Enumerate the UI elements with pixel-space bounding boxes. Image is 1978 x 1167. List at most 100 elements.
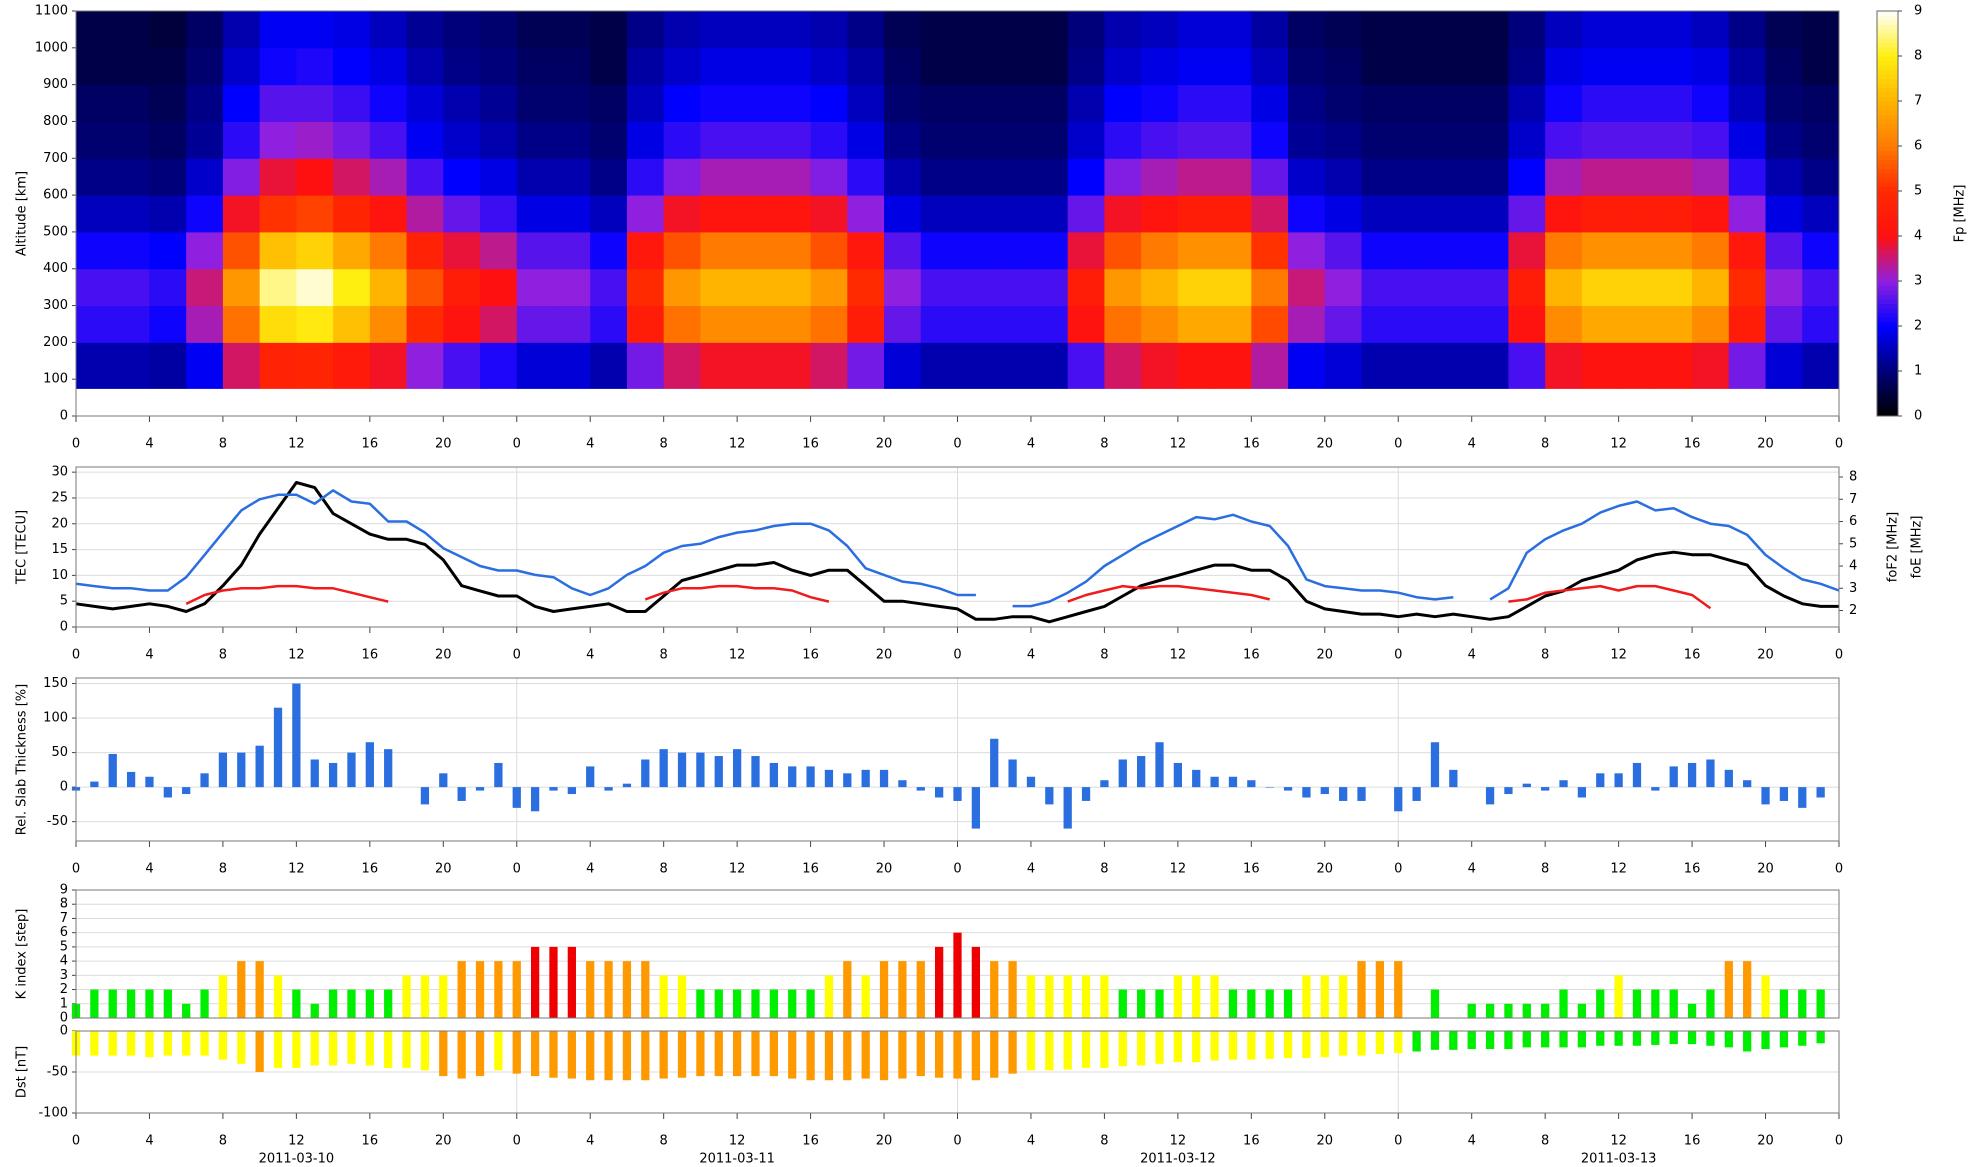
y-tick-label: 500 <box>43 224 68 239</box>
y-tick-label: 9 <box>60 883 68 898</box>
colorbar-tick-label: 4 <box>1914 229 1922 244</box>
bar <box>1265 787 1274 788</box>
heat-cell <box>1361 11 1399 49</box>
heat-cell <box>406 84 444 122</box>
colorbar-segment <box>1877 308 1898 313</box>
colorbar-segment <box>1877 375 1898 381</box>
heat-cell <box>149 47 187 86</box>
colorbar-segment <box>1877 83 1898 88</box>
bar <box>751 989 760 1018</box>
bar <box>677 975 687 1018</box>
heat-cell <box>626 195 665 233</box>
bar <box>255 1031 264 1072</box>
bar <box>1779 1031 1789 1048</box>
heat-cell <box>296 231 334 270</box>
heat-cell <box>700 195 738 233</box>
bar <box>824 769 834 788</box>
colorbar-segment <box>1877 294 1898 300</box>
heat-cell <box>1067 158 1105 196</box>
bar <box>879 961 889 1018</box>
bar <box>1247 1031 1256 1060</box>
colorbar-tick-label: 5 <box>1914 184 1922 199</box>
y-tick-label: 6 <box>60 925 68 940</box>
x-tick-label: 20 <box>876 437 893 452</box>
heat-cell <box>222 47 261 86</box>
colorbar-segment <box>1877 267 1898 273</box>
heat-cell <box>700 305 738 343</box>
bar <box>200 989 209 1018</box>
heat-cell <box>1398 11 1436 49</box>
heat-cell <box>920 158 958 196</box>
heat-cell <box>1288 342 1326 389</box>
bar <box>1081 1031 1091 1068</box>
y-tick-label: 1100 <box>35 4 68 19</box>
heat-cell <box>1104 84 1142 122</box>
bar <box>1302 787 1311 798</box>
heat-cell <box>296 305 334 343</box>
colorbar-segment <box>1877 326 1898 331</box>
bar <box>1724 769 1733 788</box>
heat-cell <box>663 158 701 196</box>
y-tick-label: 150 <box>43 676 68 691</box>
heat-cell <box>590 195 628 233</box>
bar <box>292 683 301 788</box>
x-tick-label: 12 <box>1170 437 1187 452</box>
bar <box>1632 989 1642 1018</box>
heat-cell <box>259 47 297 86</box>
heat-cell <box>1581 195 1620 233</box>
x-tick-label: 8 <box>219 1134 227 1149</box>
heat-cell <box>1324 342 1363 389</box>
y-axis-label: TEC [TECU] <box>15 510 30 585</box>
heat-cell <box>1728 231 1767 270</box>
heat-cell <box>1214 11 1252 49</box>
bar <box>659 1031 668 1079</box>
heat-cell <box>773 342 812 389</box>
bar <box>641 759 650 788</box>
bar <box>1320 1031 1329 1058</box>
x-tick-label: 0 <box>72 862 80 877</box>
x-tick-label: 20 <box>876 1134 893 1149</box>
heat-cell <box>1692 231 1730 270</box>
heat-cell <box>663 121 701 159</box>
bar <box>1816 787 1825 798</box>
x-tick-label: 8 <box>1541 1134 1549 1149</box>
bar <box>1614 975 1623 1018</box>
heat-cell <box>1398 195 1436 233</box>
x-tick-label: 20 <box>1317 862 1334 877</box>
heat-cell <box>186 195 224 233</box>
heat-cell <box>1765 11 1803 49</box>
bar <box>384 749 393 788</box>
heat-cell <box>1655 268 1693 307</box>
bar <box>1026 975 1036 1018</box>
bar <box>1669 1031 1678 1045</box>
x-tick-label: 0 <box>1394 1134 1402 1149</box>
bar <box>90 989 99 1018</box>
heat-cell <box>737 342 775 389</box>
colorbar-segment <box>1877 366 1898 372</box>
heat-cell <box>626 47 665 86</box>
x-tick-label: 8 <box>219 437 227 452</box>
y-tick-label: 3 <box>60 968 68 983</box>
heat-cell <box>76 121 114 159</box>
colorbar-segment <box>1877 384 1898 390</box>
heat-cell <box>1581 47 1620 86</box>
heat-cell <box>186 305 224 343</box>
date-label: 2011-03-10 <box>259 1152 335 1167</box>
heat-cell <box>516 158 554 196</box>
heat-cell <box>112 268 150 307</box>
x-tick-label: 8 <box>660 1134 668 1149</box>
bar <box>90 1031 99 1056</box>
heat-cell <box>810 158 848 196</box>
bar <box>696 989 705 1018</box>
heat-cell <box>626 342 665 389</box>
colorbar-segment <box>1877 380 1898 385</box>
bar <box>549 787 558 791</box>
heat-cell <box>920 121 958 159</box>
heat-cell <box>1765 84 1803 122</box>
date-label: 2011-03-12 <box>1140 1152 1216 1167</box>
heat-cell <box>406 158 444 196</box>
x-tick-label: 16 <box>362 862 379 877</box>
heat-cell <box>773 158 812 196</box>
bar <box>384 989 393 1018</box>
heat-cell <box>1581 268 1620 307</box>
